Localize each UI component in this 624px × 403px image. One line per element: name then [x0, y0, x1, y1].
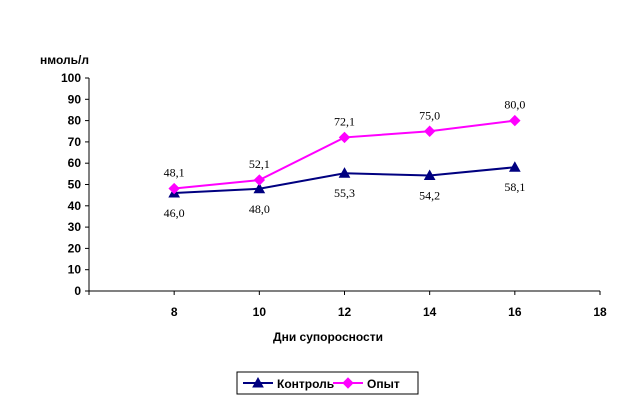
data-point [509, 114, 521, 127]
y-tick-label: 50 [68, 178, 82, 192]
y-tick-label: 60 [68, 156, 82, 170]
y-tick-label: 70 [68, 135, 82, 149]
y-tick-label: 80 [68, 114, 82, 128]
x-tick-label: 10 [253, 305, 267, 319]
legend: Контроль Опыт [236, 371, 419, 395]
legend-marker-shape [342, 377, 354, 389]
y-tick-label: 20 [68, 241, 82, 255]
y-tick-label: 90 [68, 92, 82, 106]
y-tick-label: 40 [68, 199, 82, 213]
data-label: 48,1 [164, 166, 185, 180]
data-labels: 46,0 48,0 55,3 54,2 58,1 48,1 52,1 72,1 75,0 80,0 [164, 98, 526, 220]
data-point [338, 167, 351, 178]
series-group [168, 114, 521, 198]
data-point [168, 182, 180, 195]
data-label: 75,0 [419, 108, 440, 122]
data-label: 46,0 [164, 206, 185, 220]
x-tick-label: 14 [423, 305, 437, 319]
data-label: 72,1 [334, 114, 355, 128]
x-tick-label: 12 [338, 305, 352, 319]
y-tick-label: 0 [74, 284, 81, 298]
data-label: 55,3 [334, 186, 355, 200]
x-tick-labels: 8 10 12 14 16 18 [171, 305, 607, 319]
x-tick-label: 8 [171, 305, 178, 319]
legend-marker-opyt [342, 377, 354, 389]
data-point [253, 174, 266, 186]
y-tick-label: 30 [68, 220, 82, 234]
legend-marker-shape [252, 376, 264, 388]
x-tick-label: 16 [508, 305, 522, 319]
data-point [253, 182, 266, 194]
data-label: 58,1 [504, 180, 525, 194]
axes [85, 77, 601, 295]
y-axis-label: нмоль/л [40, 53, 89, 67]
data-point [508, 161, 521, 172]
y-tick-labels: 0 10 20 30 40 50 60 70 80 90 100 [61, 71, 81, 298]
data-point [423, 169, 436, 181]
x-axis-label: Дни супоросности [273, 330, 383, 344]
data-point [423, 125, 436, 137]
x-tick-label: 18 [593, 305, 607, 319]
data-label: 54,2 [419, 189, 440, 203]
legend-label-kontrol: Контроль [277, 377, 334, 391]
series-line-opyt [174, 119, 515, 190]
legend-box [236, 371, 419, 395]
data-label: 80,0 [504, 98, 525, 112]
y-tick-label: 100 [61, 71, 81, 85]
legend-label-opyt: Опыт [367, 377, 400, 391]
y-tick-label: 10 [68, 263, 82, 277]
legend-marker-kontrol [252, 376, 264, 388]
data-label: 48,0 [249, 202, 270, 216]
data-label: 52,1 [249, 157, 270, 171]
data-point [338, 131, 351, 144]
